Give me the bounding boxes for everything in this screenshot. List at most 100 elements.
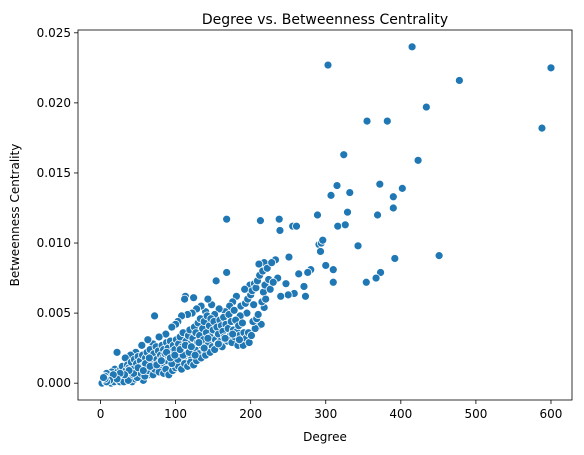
data-point-16 (388, 203, 398, 213)
data-point-332 (220, 333, 230, 343)
data-point-328 (186, 342, 196, 352)
data-point-37 (254, 259, 264, 269)
data-point-333 (228, 329, 238, 339)
data-point-20 (222, 214, 232, 224)
data-point-63 (222, 268, 232, 277)
y-tick-label: 0.020 (37, 96, 71, 110)
x-tick-label: 400 (389, 407, 412, 421)
data-point-308 (190, 350, 200, 360)
data-point-5 (421, 102, 431, 112)
data-point-32 (316, 247, 325, 256)
data-point-86 (154, 332, 164, 342)
data-point-247 (247, 331, 256, 340)
data-point-22 (274, 214, 284, 224)
data-point-80 (203, 294, 213, 304)
data-point-52 (283, 290, 293, 300)
data-point-42 (294, 269, 304, 279)
data-point-26 (340, 220, 350, 230)
data-point-27 (275, 226, 285, 235)
data-point-40 (321, 261, 331, 270)
x-tick-label: 300 (314, 407, 337, 421)
data-point-78 (180, 294, 190, 304)
data-point-4 (537, 123, 547, 133)
data-point-2 (454, 76, 464, 85)
x-tick-label: 600 (540, 407, 563, 421)
data-point-11 (375, 179, 385, 189)
data-point-64 (211, 276, 221, 286)
x-tick-label: 100 (164, 407, 187, 421)
y-tick-label: 0.010 (37, 236, 71, 250)
data-point-309 (199, 343, 209, 353)
data-point-329 (194, 338, 204, 347)
data-point-49 (281, 279, 291, 289)
data-point-25 (333, 221, 343, 231)
data-point-331 (213, 339, 223, 349)
data-point-84 (167, 322, 177, 332)
data-point-266 (268, 277, 278, 287)
data-point-43 (328, 265, 338, 275)
data-point-45 (361, 277, 371, 287)
data-point-39 (434, 251, 444, 261)
y-tick-label: 0.025 (37, 26, 71, 40)
data-point-330 (203, 333, 213, 343)
data-point-0 (407, 42, 417, 52)
data-point-6 (362, 116, 372, 126)
y-tick-label: 0.000 (37, 376, 71, 390)
data-point-9 (413, 155, 423, 165)
data-point-21 (256, 216, 265, 226)
data-point-12 (397, 183, 407, 193)
data-point-31 (353, 241, 363, 251)
data-point-13 (345, 188, 355, 197)
data-point-38 (390, 254, 400, 263)
data-point-261 (261, 294, 271, 304)
chart-title: Degree vs. Betweenness Centrality (202, 12, 448, 28)
data-point-229 (229, 305, 239, 315)
data-point-3 (546, 63, 556, 73)
data-point-87 (150, 311, 159, 321)
data-point-41 (303, 268, 313, 277)
data-point-334 (235, 335, 244, 345)
data-point-10 (332, 181, 342, 190)
plot-frame (77, 29, 573, 401)
data-point-90 (137, 340, 147, 350)
x-tick-label: 200 (239, 407, 262, 421)
data-point-19 (373, 210, 382, 220)
data-point-94 (112, 347, 122, 357)
x-axis: 0 100 200 300 400 500 600 (97, 400, 563, 421)
scatter-points (97, 42, 556, 388)
data-point-89 (143, 335, 153, 345)
data-point-319 (99, 373, 108, 382)
y-tick-label: 0.015 (37, 166, 71, 180)
data-point-265 (267, 258, 277, 268)
data-point-18 (343, 207, 352, 217)
data-point-17 (313, 210, 322, 220)
data-point-321 (138, 366, 148, 375)
data-point-54 (301, 291, 310, 301)
y-tick-label: 0.005 (37, 306, 71, 320)
data-point-24 (292, 221, 301, 231)
data-point-252 (251, 283, 261, 293)
data-point-7 (382, 116, 392, 126)
data-point-8 (339, 150, 349, 160)
data-point-79 (189, 293, 199, 303)
data-point-250 (249, 300, 259, 310)
data-point-255 (253, 310, 263, 319)
data-point-14 (326, 190, 336, 200)
data-point-47 (371, 273, 381, 283)
x-axis-label: Degree (303, 430, 347, 444)
x-tick-label: 500 (464, 407, 487, 421)
y-axis: 0.000 0.005 0.010 0.015 0.020 0.025 (37, 26, 78, 390)
data-point-325 (170, 350, 180, 360)
data-point-50 (299, 282, 309, 291)
data-point-303 (156, 356, 166, 366)
data-point-238 (238, 318, 247, 328)
data-point-1 (323, 60, 333, 70)
data-point-15 (388, 192, 398, 202)
data-point-53 (276, 291, 286, 301)
data-point-33 (284, 252, 294, 262)
data-point-322 (144, 353, 154, 363)
x-tick-label: 0 (97, 407, 105, 421)
y-axis-label: Betweenness Centrality (8, 144, 22, 287)
data-point-30 (318, 235, 328, 245)
